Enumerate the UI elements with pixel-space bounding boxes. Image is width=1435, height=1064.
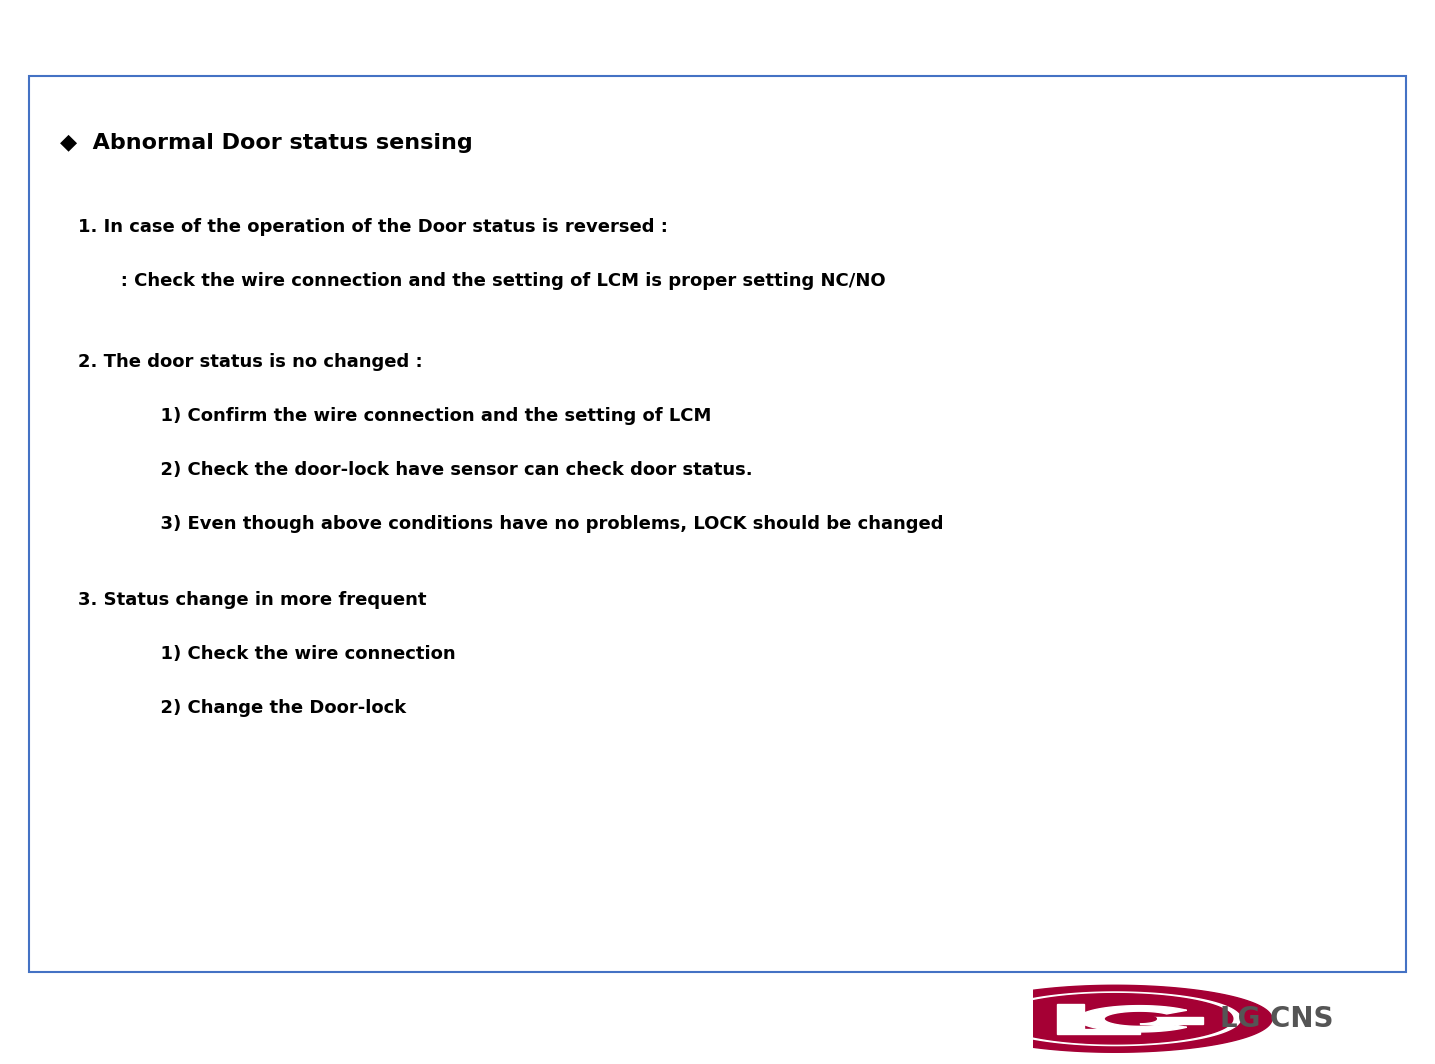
Polygon shape — [1122, 1015, 1157, 1023]
Polygon shape — [959, 985, 1271, 1052]
Text: 1. In case of the operation of the Door status is reversed :: 1. In case of the operation of the Door … — [79, 218, 669, 236]
Polygon shape — [1139, 1017, 1203, 1024]
Polygon shape — [1058, 1003, 1139, 1034]
Text: 3. EM / Deadbolt / Strike: 3. EM / Deadbolt / Strike — [17, 14, 397, 41]
Text: 3. Status change in more frequent: 3. Status change in more frequent — [79, 592, 426, 610]
Text: 2. The door status is no changed :: 2. The door status is no changed : — [79, 353, 423, 371]
Text: 3) Even though above conditions have no problems, LOCK should be changed: 3) Even though above conditions have no … — [122, 515, 943, 533]
Text: 2) Change the Door-lock: 2) Change the Door-lock — [122, 699, 406, 717]
Text: LG CNS: LG CNS — [1220, 1004, 1333, 1033]
Polygon shape — [1078, 1005, 1187, 1032]
Polygon shape — [997, 994, 1233, 1044]
Text: One-direction check-point: One-direction check-point — [1010, 14, 1418, 41]
Text: 1) Check the wire connection: 1) Check the wire connection — [122, 646, 455, 663]
Polygon shape — [990, 992, 1241, 1046]
FancyBboxPatch shape — [29, 77, 1406, 971]
Text: ◆  Abnormal Door status sensing: ◆ Abnormal Door status sensing — [60, 133, 474, 153]
Text: : Check the wire connection and the setting of LCM is proper setting NC/NO: : Check the wire connection and the sett… — [102, 272, 885, 290]
Text: 1) Confirm the wire connection and the setting of LCM: 1) Confirm the wire connection and the s… — [122, 408, 710, 426]
Text: 2) Check the door-lock have sensor can check door status.: 2) Check the door-lock have sensor can c… — [122, 461, 752, 479]
